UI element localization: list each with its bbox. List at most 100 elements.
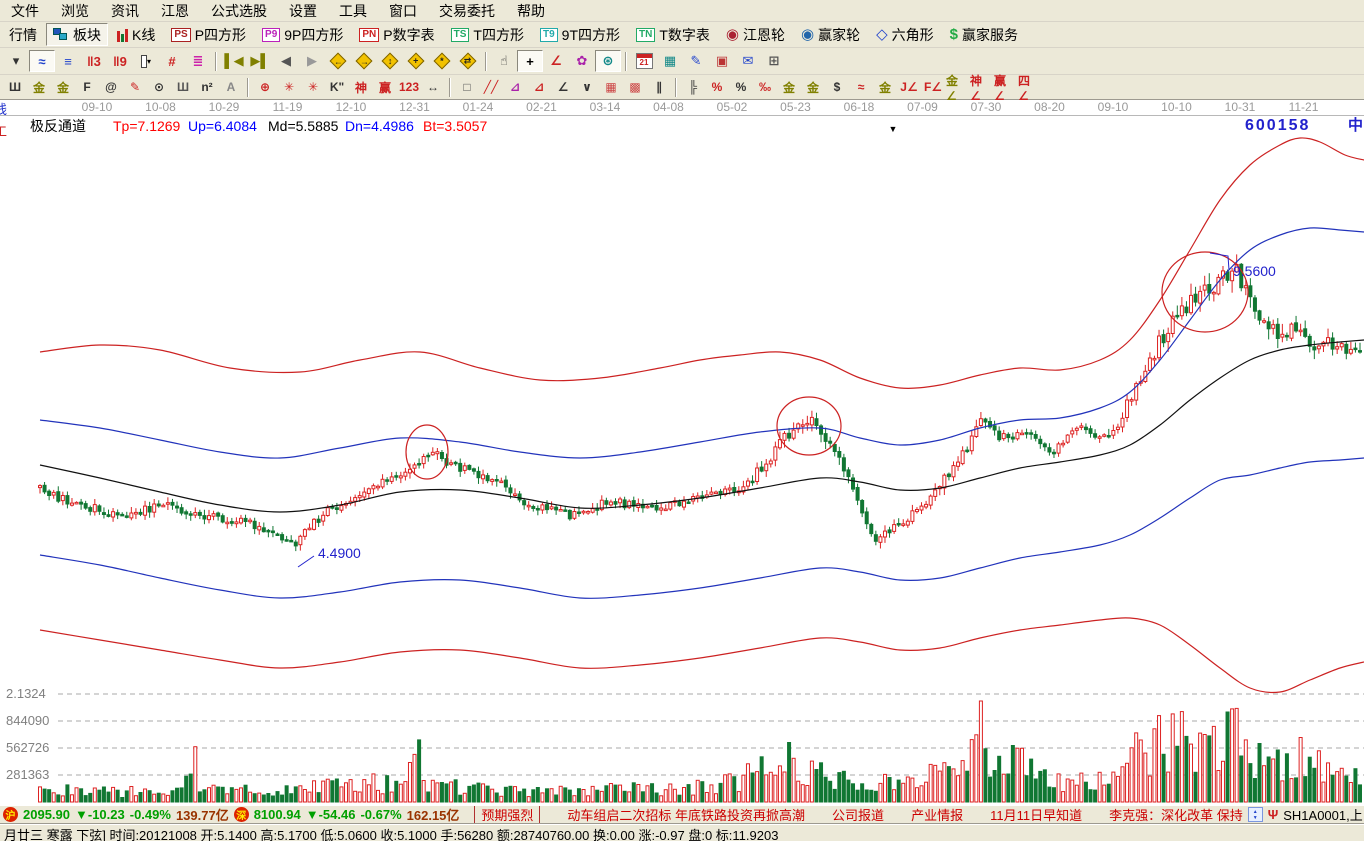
- mirror-tool[interactable]: A: [226, 80, 236, 94]
- gann-ruler-tool[interactable]: Ш: [8, 80, 22, 94]
- menu-item[interactable]: 江恩: [161, 2, 189, 19]
- menu-item[interactable]: 公式选股: [211, 2, 267, 19]
- spiral-tool[interactable]: @: [105, 80, 117, 94]
- ticker-item[interactable]: 动车组启二次招标 年底铁路投资再掀高潮: [567, 808, 806, 823]
- menu-item[interactable]: 资讯: [111, 2, 139, 19]
- kline-3-button[interactable]: ‖3: [87, 53, 101, 69]
- angle-rays-tool[interactable]: ∠: [557, 80, 569, 94]
- prev-page-button[interactable]: ◀: [281, 53, 291, 68]
- fan-rays-tool[interactable]: ╱╱: [483, 80, 499, 94]
- toolbar-button-p-square[interactable]: PS P四方形: [164, 23, 253, 46]
- count-ruler-tool[interactable]: 123: [398, 80, 420, 94]
- star-square-tool[interactable]: ✳: [307, 80, 319, 94]
- crosshair-button[interactable]: +: [517, 50, 543, 72]
- diamond-right-button[interactable]: →: [351, 50, 377, 72]
- grid-arrow-tool[interactable]: ▩: [629, 80, 641, 94]
- gold-angle-tool[interactable]: 金∠: [946, 73, 959, 103]
- chart-view-button[interactable]: ≈: [29, 50, 55, 72]
- diamond-cross-button[interactable]: +: [403, 50, 429, 72]
- shen-ruler-tool[interactable]: 神: [354, 80, 367, 95]
- width-measure-tool[interactable]: ↔: [427, 80, 439, 94]
- dollar-pen-tool[interactable]: $: [833, 80, 841, 94]
- ying-angle-tool[interactable]: 赢∠: [994, 73, 1007, 103]
- square-of-nine-tool[interactable]: n²: [201, 80, 213, 94]
- k-quote-tool[interactable]: K": [329, 80, 345, 94]
- highlight-ellipse[interactable]: [776, 396, 842, 456]
- percent-tool[interactable]: %: [735, 80, 747, 94]
- percent-slash-tool[interactable]: %: [711, 80, 723, 94]
- toolbar-button-p-table[interactable]: PN P数字表: [352, 23, 441, 46]
- gann-web-button[interactable]: ⊛: [595, 50, 621, 72]
- j-angle-tool[interactable]: J∠: [900, 80, 918, 94]
- calendar-button[interactable]: 21: [631, 50, 657, 72]
- grid-tool[interactable]: ▦: [605, 80, 617, 94]
- view-preset-dropdown[interactable]: ▾: [12, 53, 20, 68]
- highlight-ellipse[interactable]: [1161, 251, 1249, 333]
- drag-hand-button[interactable]: ☝: [500, 53, 508, 68]
- circle-crosshair-tool[interactable]: ⊕: [259, 80, 271, 94]
- gann-box-tool[interactable]: □: [463, 80, 471, 94]
- menu-item[interactable]: 文件: [11, 2, 39, 19]
- toolbar-button-t-table[interactable]: TN T数字表: [629, 23, 717, 46]
- menu-item[interactable]: 帮助: [517, 2, 545, 19]
- save-button[interactable]: ▣: [715, 53, 729, 68]
- diamond-left-button[interactable]: ←: [325, 50, 351, 72]
- toolbar-button-kline[interactable]: K线: [110, 23, 162, 46]
- pattern-tool-button[interactable]: #: [168, 53, 176, 69]
- chart-canvas[interactable]: 09-10 10-08 10-29 11-19 12-10 12-31 01-24 02-21…: [0, 100, 1364, 805]
- gann-flower-button[interactable]: ✿: [576, 53, 588, 68]
- toolbar-button-winner-wheel[interactable]: ◉ 赢家轮: [794, 23, 867, 46]
- menu-item[interactable]: 设置: [289, 2, 317, 19]
- diamond-star-button[interactable]: *: [429, 50, 455, 72]
- workstation-button[interactable]: ⊞: [768, 53, 780, 68]
- ticker-scroll-spinner[interactable]: ▲ ▼: [1247, 807, 1263, 822]
- si-angle-tool[interactable]: 四∠: [1018, 73, 1031, 103]
- kline-9-button[interactable]: ‖9: [113, 53, 127, 69]
- menu-item[interactable]: 窗口: [389, 2, 417, 19]
- fan-box-tool[interactable]: ⊿: [509, 80, 521, 94]
- gold-ruler2-tool[interactable]: 金: [56, 80, 69, 95]
- highlight-ellipse[interactable]: [405, 424, 449, 480]
- gold-ruler-tool[interactable]: 金: [32, 80, 45, 95]
- ticker-item[interactable]: 11月11日早知道: [990, 808, 1083, 823]
- gold-circle-tool[interactable]: 金: [782, 80, 795, 95]
- first-page-button[interactable]: ▌◀: [224, 53, 244, 68]
- volume-profile-button[interactable]: ≣: [192, 53, 204, 68]
- toolbar-button-9p-square[interactable]: P9 9P四方形: [255, 23, 350, 46]
- toolbar-button-hexagon[interactable]: ◇ 六角形: [869, 23, 941, 46]
- report-button[interactable]: ✎: [690, 53, 702, 68]
- ying-ruler-tool[interactable]: 赢: [378, 80, 391, 95]
- last-page-button[interactable]: ▶▌: [250, 53, 270, 68]
- wave-tool[interactable]: ∨: [582, 80, 592, 94]
- f-angle-tool[interactable]: F∠: [923, 80, 943, 94]
- star-circle-tool[interactable]: ✳: [283, 80, 295, 94]
- parallel-lines-tool[interactable]: ∥: [656, 80, 662, 94]
- ticker-item[interactable]: 公司报道: [832, 808, 885, 823]
- event-marker-icon[interactable]: ▼: [889, 124, 898, 134]
- fan-box2-tool[interactable]: ⊿: [533, 80, 545, 94]
- toolbar-button-winner-service[interactable]: $ 赢家服务: [943, 23, 1025, 46]
- diamond-updown-button[interactable]: ↕: [377, 50, 403, 72]
- menu-item[interactable]: 浏览: [61, 2, 89, 19]
- shen-angle-tool[interactable]: 神∠: [970, 73, 983, 103]
- time-cycle-tool[interactable]: ⊙: [153, 80, 165, 94]
- toolbar-button-sectors[interactable]: 板块: [46, 23, 108, 46]
- fib-ruler-tool[interactable]: F: [83, 80, 91, 94]
- menu-item[interactable]: 交易委托: [439, 2, 495, 19]
- toolbar-button-gann-wheel[interactable]: ◉ 江恩轮: [719, 23, 792, 46]
- gold-lines-tool[interactable]: 金: [806, 80, 819, 95]
- ticker-highlight[interactable]: 预期强烈: [474, 806, 541, 823]
- wave-lines-tool[interactable]: ≈: [857, 80, 865, 94]
- quote-list-button[interactable]: ≡: [64, 53, 72, 69]
- ruler-tool[interactable]: Ш: [176, 80, 190, 94]
- angle-measure-button[interactable]: ∠: [550, 53, 562, 68]
- send-button[interactable]: ✉: [742, 53, 754, 68]
- toolbar-button-quotes[interactable]: 行情: [2, 23, 44, 46]
- calculator-button[interactable]: ▦: [663, 53, 677, 68]
- permille-tool[interactable]: ‰: [759, 80, 771, 94]
- gold-underline-tool[interactable]: 金: [878, 80, 891, 95]
- ticker-item[interactable]: 产业情报: [911, 808, 964, 823]
- ticker-item[interactable]: 李克强：深化改革 保持: [1109, 808, 1243, 823]
- candle-style-button[interactable]: ▾: [133, 50, 159, 72]
- diamond-move-button[interactable]: ⇄: [455, 50, 481, 72]
